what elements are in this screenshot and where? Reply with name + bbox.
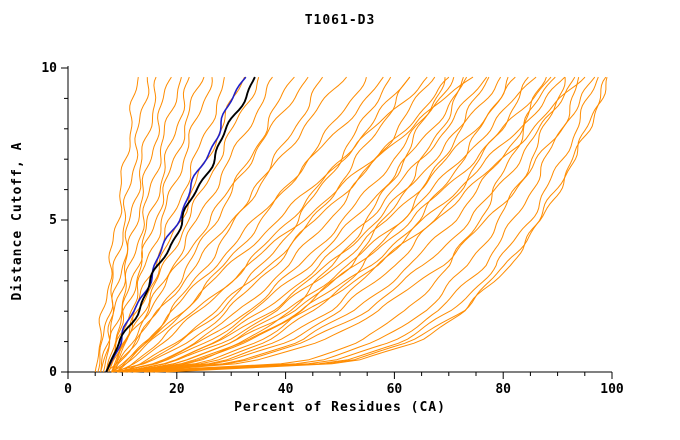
y-axis-label: Distance Cutoff, A xyxy=(10,141,25,301)
svg-text:80: 80 xyxy=(495,382,511,397)
svg-text:60: 60 xyxy=(387,382,403,397)
svg-text:0: 0 xyxy=(49,365,57,380)
svg-text:0: 0 xyxy=(64,382,72,397)
svg-text:5: 5 xyxy=(49,213,57,228)
svg-text:20: 20 xyxy=(169,382,185,397)
x-axis-label: Percent of Residues (CA) xyxy=(234,400,446,415)
svg-text:100: 100 xyxy=(600,382,624,397)
svg-text:40: 40 xyxy=(278,382,294,397)
chart-title: T1061-D3 xyxy=(304,13,376,28)
svg-text:10: 10 xyxy=(41,61,57,76)
